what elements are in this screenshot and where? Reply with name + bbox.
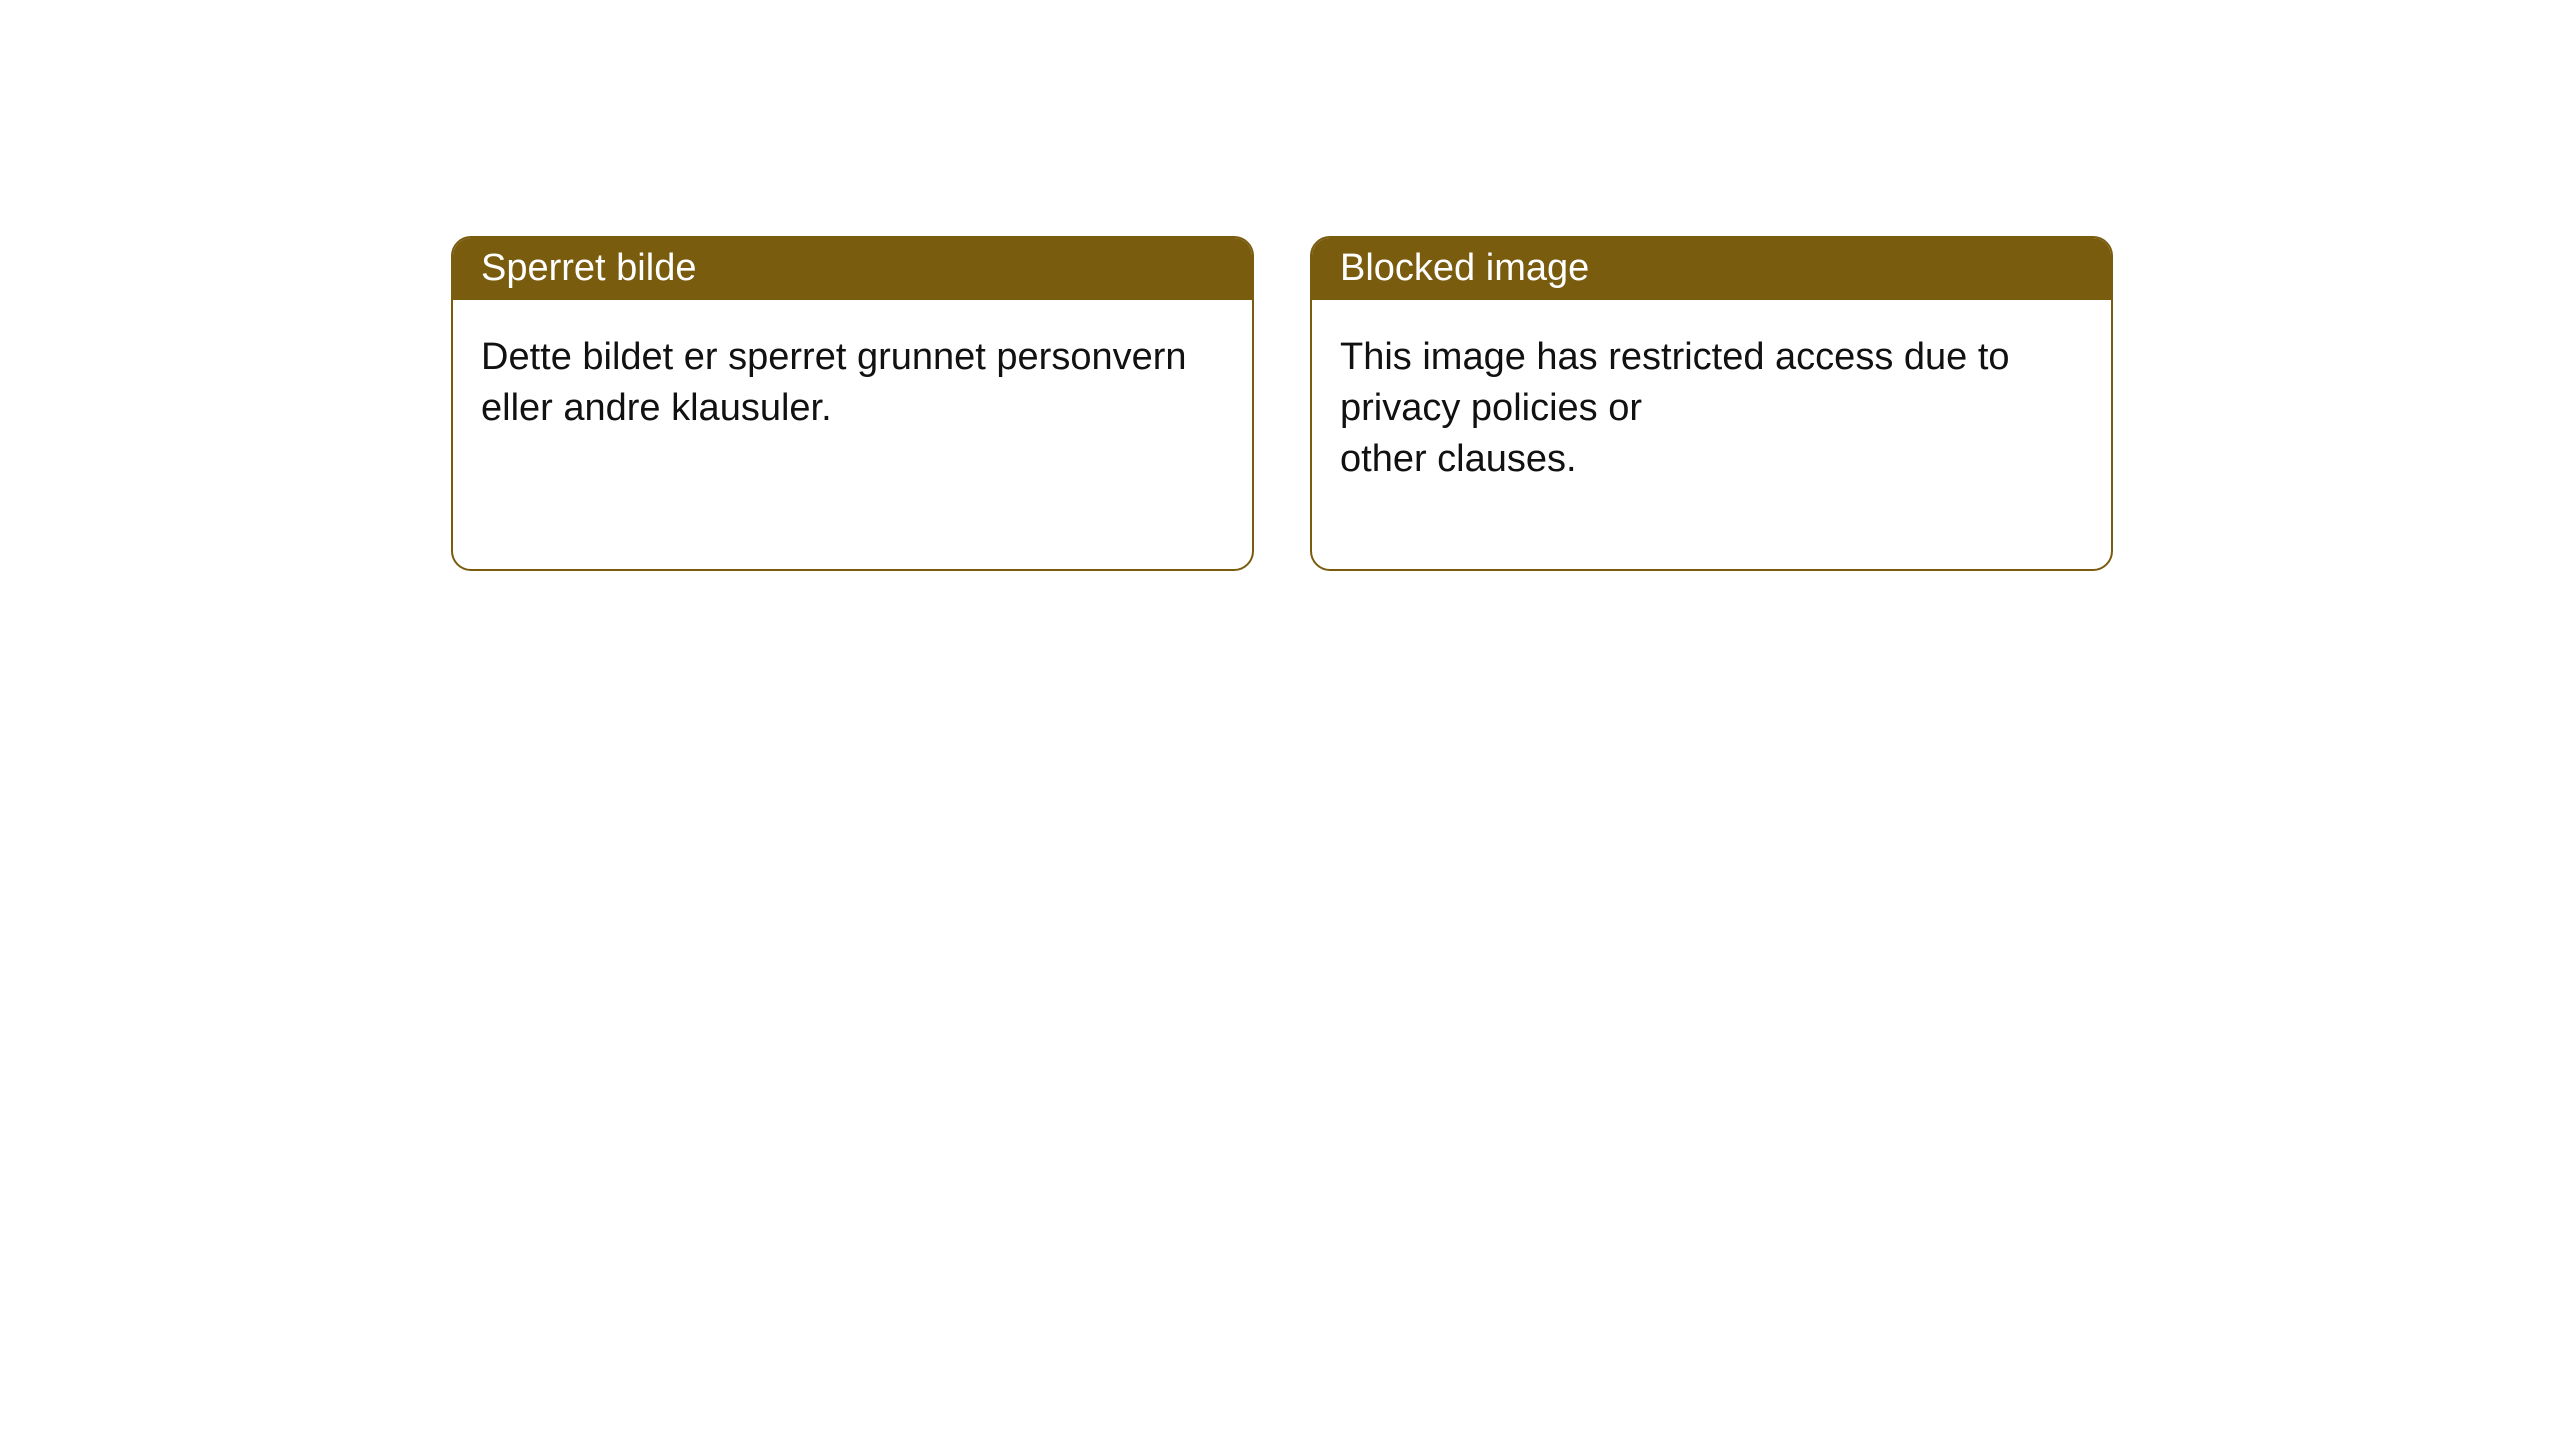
- card-header-no: Sperret bilde: [453, 238, 1252, 300]
- notice-cards-container: Sperret bilde Dette bildet er sperret gr…: [0, 0, 2560, 571]
- card-header-en: Blocked image: [1312, 238, 2111, 300]
- blocked-image-card-en: Blocked image This image has restricted …: [1310, 236, 2113, 571]
- card-body-no: Dette bildet er sperret grunnet personve…: [453, 300, 1252, 569]
- blocked-image-card-no: Sperret bilde Dette bildet er sperret gr…: [451, 236, 1254, 571]
- card-body-en: This image has restricted access due to …: [1312, 300, 2111, 569]
